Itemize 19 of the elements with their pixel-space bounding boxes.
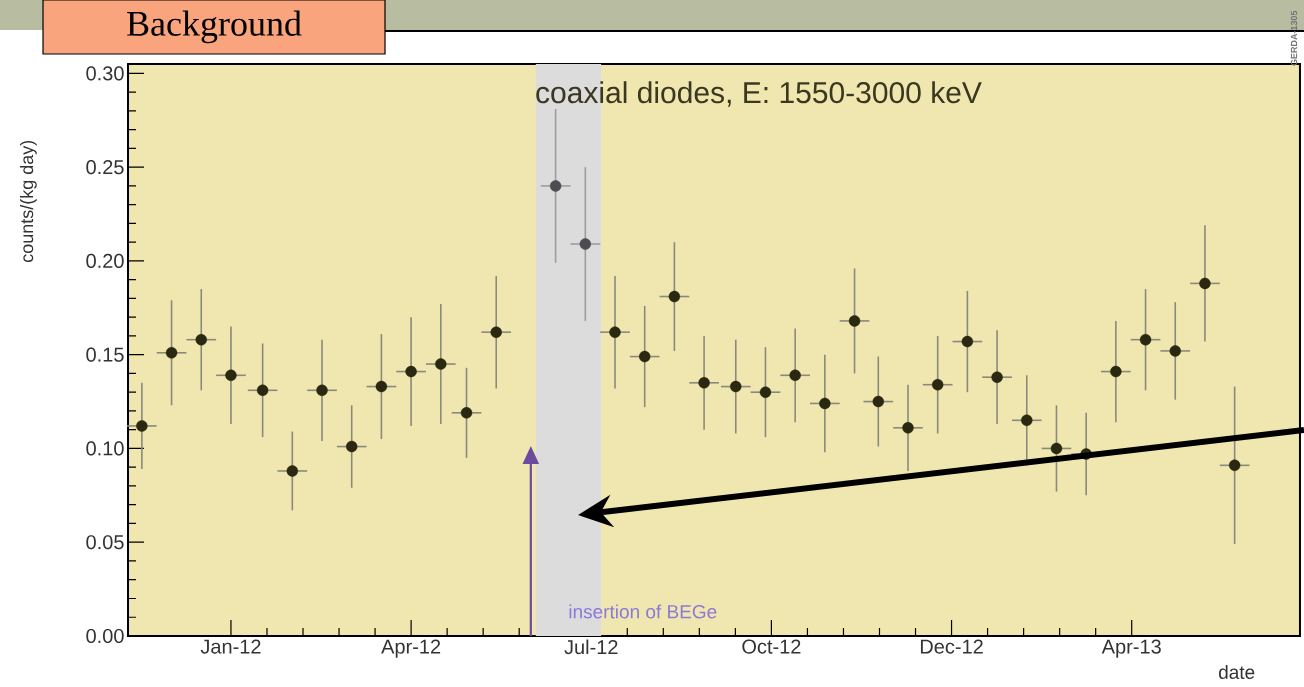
annotation: insertion of BEGe xyxy=(569,604,717,619)
y-tick-label: 0.30 xyxy=(86,66,124,81)
y-tick-label: 0.10 xyxy=(86,441,124,456)
text: coaxial diodes, E: 1550-3000 keV xyxy=(536,81,982,107)
text: Background xyxy=(127,10,302,44)
y-tick-label: 0.20 xyxy=(86,253,124,268)
y-tick-label: 0.25 xyxy=(86,160,124,175)
x-tick-label: Dec-12 xyxy=(920,639,983,654)
y-tick-label: 0.00 xyxy=(86,628,124,644)
x-tick-label: Apr-13 xyxy=(1101,639,1161,658)
x-tick-label: Oct-12 xyxy=(742,639,801,654)
annotation: GERDA-1305 xyxy=(1290,10,1298,66)
x-tick-label: Apr-12 xyxy=(381,639,441,658)
x-tick-label: Jul-12 xyxy=(564,639,618,655)
y-axis-title: counts/(kg day) xyxy=(19,140,37,263)
x-axis-title: date xyxy=(1218,665,1255,679)
x-tick-label: Jan-12 xyxy=(200,639,261,654)
y-tick-label: 0.05 xyxy=(86,535,124,550)
y-tick-label: 0.15 xyxy=(86,347,124,362)
